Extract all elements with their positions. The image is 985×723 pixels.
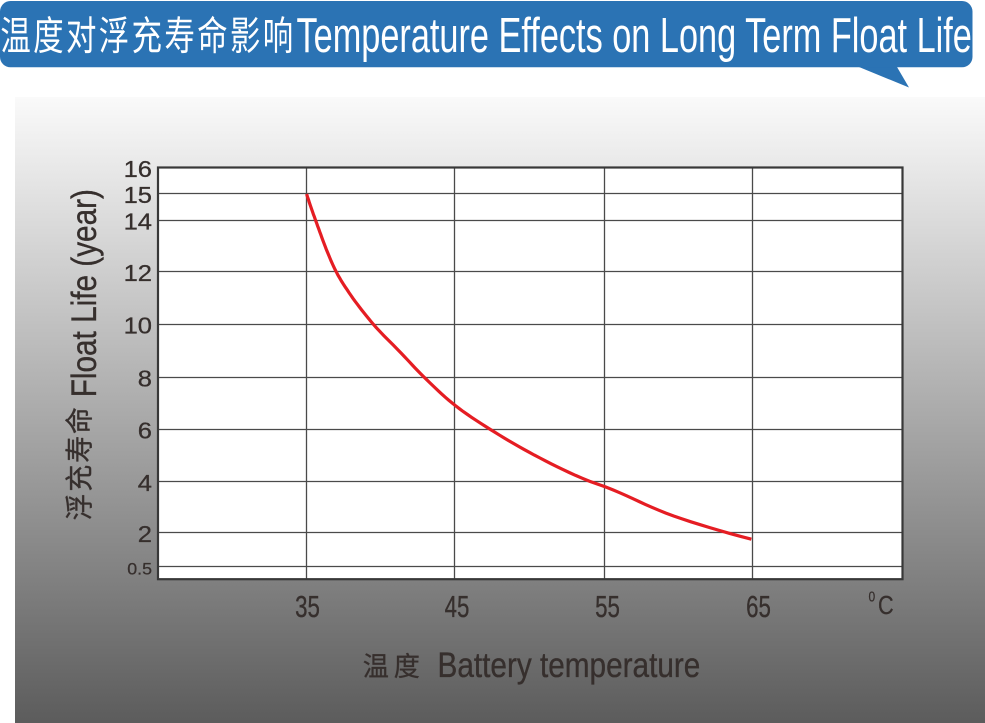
svg-text:16: 16	[124, 157, 152, 183]
svg-text:55: 55	[595, 589, 620, 623]
svg-text:12: 12	[124, 261, 152, 287]
svg-text:15: 15	[124, 183, 152, 209]
svg-text:2: 2	[138, 522, 152, 548]
svg-text:45: 45	[445, 589, 470, 623]
svg-text:Battery temperature: Battery temperature	[438, 646, 701, 685]
svg-text:0: 0	[869, 588, 876, 605]
svg-text:6: 6	[138, 418, 152, 444]
svg-text:35: 35	[295, 589, 320, 623]
svg-text:0.5: 0.5	[127, 559, 152, 578]
svg-text:14: 14	[124, 209, 152, 235]
svg-text:Float Life (year): Float Life (year)	[65, 189, 104, 397]
svg-text:65: 65	[746, 589, 771, 623]
svg-text:8: 8	[138, 366, 152, 392]
svg-text:C: C	[878, 592, 894, 620]
svg-text:10: 10	[124, 313, 152, 339]
svg-text:Temperature Effects on Long Te: Temperature Effects on Long Term Float L…	[297, 8, 972, 62]
svg-text:4: 4	[138, 471, 152, 497]
